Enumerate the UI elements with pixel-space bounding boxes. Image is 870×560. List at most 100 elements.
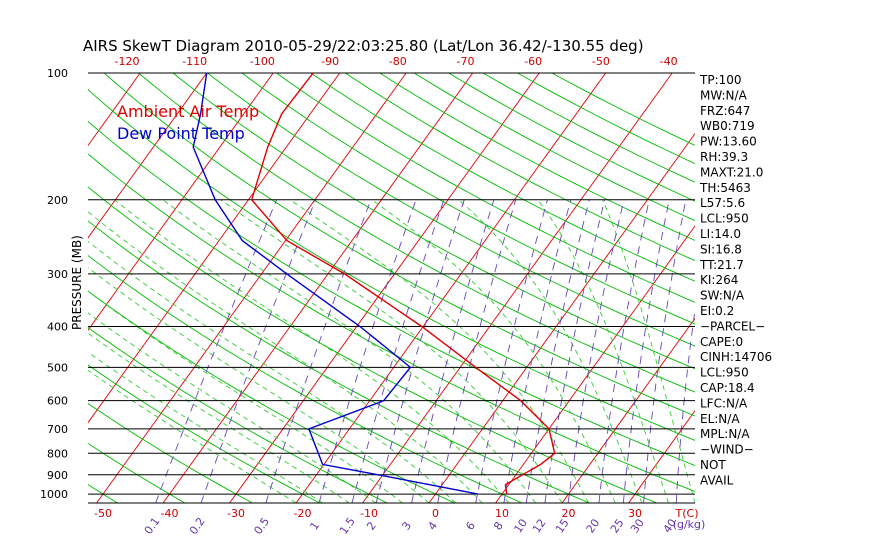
guide-lines [0,73,870,503]
dry-adiabat-line [88,89,695,441]
dew-point-temp-line [192,72,479,495]
bottom-unit-label: T(C) [675,507,699,520]
index-item: −WIND− [700,443,754,457]
mixing-ratio-line [437,199,517,503]
isotherm-line [828,73,870,503]
mixing-ratio-label: 4 [425,519,440,532]
dry-adiabat-line [88,290,455,503]
mixing-ratio-line [525,199,590,503]
pressure-tick-label: 100 [47,67,68,80]
mixing-ratio-line [155,199,278,503]
index-item: PW:13.60 [700,135,757,149]
dry-adiabat-line [88,153,695,492]
pressure-tick-label: 800 [47,447,68,460]
mixing-ratio-line [351,199,445,503]
mixing-ratio-line [411,199,495,503]
bottom-temp-tick-label: -20 [294,507,312,520]
isotherm-line [88,73,141,147]
moist-adiabat-line [162,199,536,503]
dry-adiabat-line [88,326,388,503]
moist-adiabat-line [88,240,457,503]
legend-dew-point-temp: Dew Point Temp [117,124,245,143]
moist-adiabat-line [88,312,377,503]
y-axis-label: PRESSURE (MB) [70,235,84,330]
index-item: EL:N/A [700,412,740,426]
chart-title: AIRS SkewT Diagram 2010-05-29/22:03:25.8… [83,37,644,55]
bottom-temp-tick-label: 20 [562,507,576,520]
isotherm-line [428,132,695,503]
isotherm-line [162,73,474,503]
dry-adiabat-line [482,73,695,183]
pressure-tick-label: 400 [47,321,68,334]
sounding-series [192,72,556,495]
index-item: −PARCEL− [700,319,765,333]
top-temp-tick-label: -90 [321,55,339,68]
index-item: MAXT:21.0 [700,165,763,179]
dry-adiabat-line [345,73,695,262]
mixing-ratio-label: 8 [491,519,506,532]
dry-adiabat-line [551,73,695,146]
dry-adiabat-line [88,403,253,503]
dry-adiabat-line [88,220,590,503]
mixing-ratio-label: 10 [511,517,530,536]
moist-adiabat-line [88,351,323,503]
bottom-temp-tick-label: 0 [432,507,439,520]
isotherm-line [229,73,540,503]
mixing-ratio-label: 20 [584,517,603,536]
moist-adiabat-line [371,199,616,503]
mixing-ratio-line [375,199,465,503]
pressure-tick-label: 600 [47,395,68,408]
dry-adiabat-line [88,364,320,503]
index-item: CAPE:0 [700,335,743,349]
index-item: SI:16.8 [700,242,742,256]
isotherm-line [96,73,407,503]
index-item: LFC:N/A [700,396,748,410]
top-temp-tick-label: -50 [592,55,610,68]
isobar-lines: 100 200 300 400 500 600 700 800 900 1000 [40,67,695,504]
legend-ambient-air-temp: Ambient Air Temp [117,102,259,121]
dry-adiabat-line [413,73,695,222]
bottom-temp-tick-label: -40 [161,507,179,520]
dry-adiabat-line [138,73,695,393]
dry-adiabat-line [379,73,695,241]
dry-adiabat-line [103,73,695,417]
moist-adiabat-line [88,332,350,503]
dry-adiabat-line [207,73,695,347]
index-item: LI:14.0 [700,227,741,241]
index-item: SW:N/A [700,289,745,303]
index-item: MW:N/A [700,88,748,102]
pressure-tick-label: 300 [47,268,68,281]
mixing-ratio-line [503,199,572,503]
mixing-ratio-label: 0.1 [142,515,163,537]
ambient-air-temp-line [250,72,556,495]
isotherm-line [0,73,74,503]
moist-adiabat-line [602,199,695,503]
isotherm-line [88,73,341,424]
bottom-temp-tick-label: -30 [227,507,245,520]
index-item: LCL:950 [700,212,749,226]
mixing-ratio-line [265,199,372,503]
moist-adiabat-line [88,369,297,503]
mixing-ratio-label: 0.2 [187,515,208,537]
bottom-temp-tick-label: -50 [94,507,112,520]
index-item: LCL:950 [700,366,749,380]
dry-adiabat-line [448,73,695,202]
pressure-tick-label: 200 [47,194,68,207]
index-item: EI:0.2 [700,304,734,318]
mixing-ratio-label: 2 [364,519,379,532]
dry-adiabat-line [276,73,695,303]
moist-adiabat-line [458,199,643,503]
moist-adiabat-line [88,211,483,503]
pressure-tick-label: 700 [47,423,68,436]
mixing-ratio-label: 1 [307,519,322,532]
pressure-tick-label: 1000 [40,488,68,501]
dry-adiabat-line [517,73,695,165]
bottom-temp-tick-label: 10 [495,507,509,520]
dry-adiabat-line [88,484,118,503]
isotherm-line [0,73,7,503]
dry-adiabat-line [172,73,695,370]
bottom-temp-tick-label: -10 [360,507,378,520]
index-item: TT:21.7 [699,258,744,272]
